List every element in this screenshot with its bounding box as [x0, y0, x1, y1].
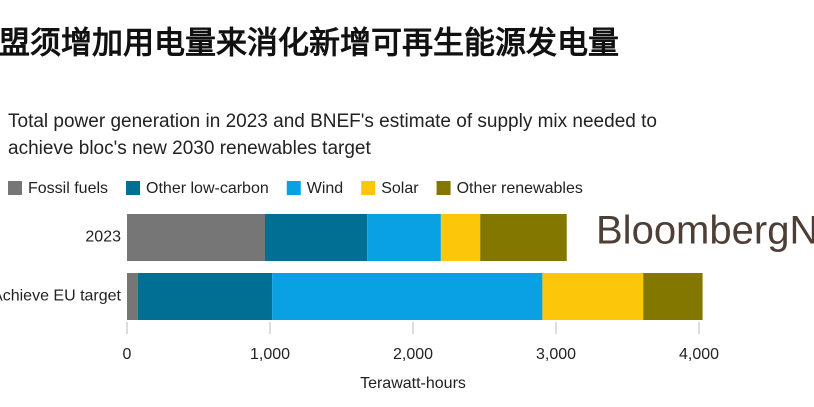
y-tick-label: Achieve EU target	[0, 288, 122, 305]
x-axis-label: Terawatt-hours	[360, 375, 466, 392]
legend-swatch	[361, 181, 376, 195]
y-tick-label: 2023	[85, 229, 121, 246]
legend-swatch	[436, 181, 451, 195]
subtitle: achieve bloc's new 2030 renewables targe…	[8, 138, 371, 159]
watermark: BloombergNEF	[596, 209, 814, 253]
x-tick-label: 2,000	[393, 346, 433, 363]
legend-label: Other low-carbon	[146, 180, 269, 197]
legend-swatch	[126, 181, 141, 195]
legend-swatch	[286, 181, 301, 195]
bar-segment	[542, 273, 644, 320]
bar-segment	[137, 273, 273, 320]
bar-segment	[264, 214, 368, 261]
x-tick-label: 0	[123, 346, 132, 363]
bar-segment	[643, 273, 703, 320]
subtitle: Total power generation in 2023 and BNEF'…	[8, 111, 657, 132]
x-tick-label: 3,000	[536, 346, 576, 363]
bar-segment	[440, 214, 481, 261]
bar-segment	[272, 273, 543, 320]
chart-title: 欧盟须增加用电量来消化新增可再生能源发电量	[0, 26, 619, 62]
bar-segment	[127, 214, 265, 261]
legend-label: Fossil fuels	[28, 180, 108, 197]
x-tick-label: 1,000	[250, 346, 290, 363]
bar-segment	[127, 273, 138, 320]
legend-swatch	[8, 181, 22, 195]
x-tick-label: 4,000	[679, 346, 719, 363]
bar-segment	[480, 214, 567, 261]
legend-label: Wind	[307, 180, 343, 197]
bar-segment	[367, 214, 441, 261]
legend-label: Solar	[381, 180, 419, 197]
legend-label: Other renewables	[457, 180, 583, 197]
